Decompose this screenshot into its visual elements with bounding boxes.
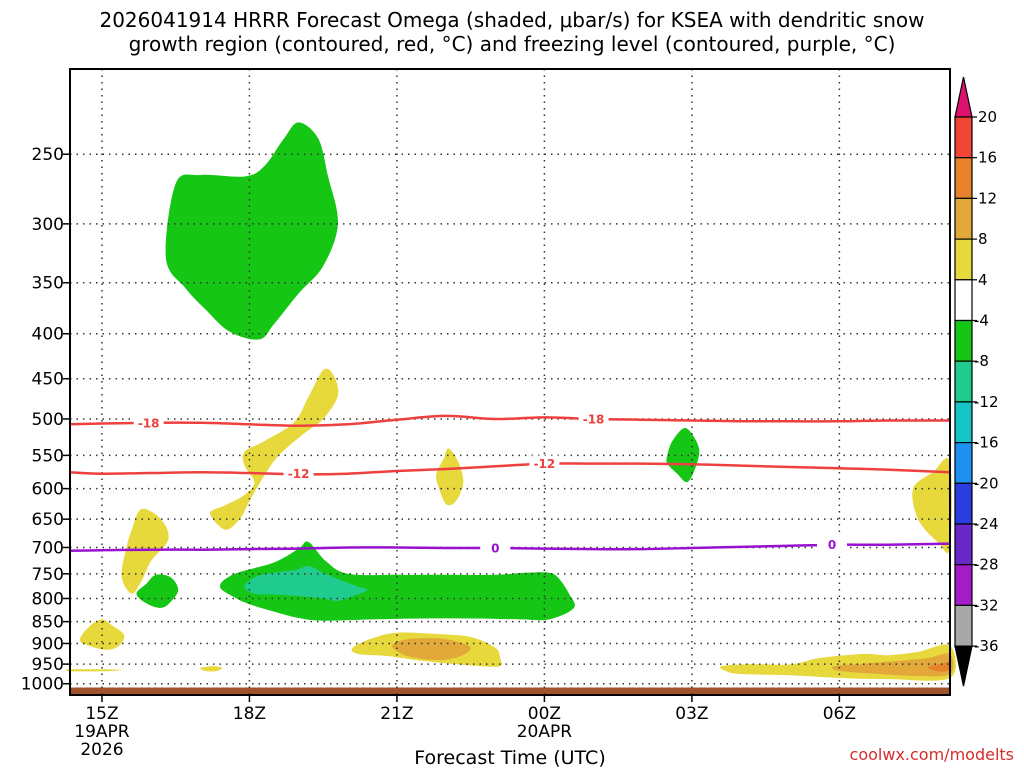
y-tick-label-250: 250: [32, 145, 64, 165]
omega-region-4: [136, 574, 179, 608]
colorbar-label-8: -16: [974, 434, 999, 452]
chart-title-line2: growth region (contoured, red, °C) and f…: [129, 32, 896, 56]
colorbar-label-0: 20: [978, 108, 997, 126]
omega-region-15: [927, 661, 952, 672]
omega-region-8: [436, 448, 464, 506]
colorbar-bin-13: [954, 604, 973, 647]
colorbar-label-10: -24: [974, 515, 999, 533]
colorbar-arrow-top: [954, 76, 973, 118]
colorbar-bin-3: [954, 197, 973, 240]
contour-label-freezing-level-1: 0: [491, 542, 499, 556]
x-tick-label-15Z: 15Z: [85, 704, 118, 724]
colorbar-label-6: -8: [974, 352, 989, 370]
colorbar-bin-2: [954, 157, 973, 199]
colorbar-bin-7: [954, 360, 973, 403]
omega-region-5: [666, 427, 700, 483]
x-tick-label-03Z: 03Z: [675, 704, 708, 724]
colorbar-bin-1: [954, 116, 973, 159]
y-tick-label-1000: 1000: [21, 675, 64, 695]
colorbar-bin-9: [954, 442, 973, 484]
y-tick-label-850: 850: [32, 613, 64, 633]
omega-region-1: [165, 122, 338, 340]
y-tick-label-300: 300: [32, 215, 64, 235]
contour-label-bg-dgz-minus12-1: [283, 465, 314, 482]
y-tick-label-350: 350: [32, 274, 64, 294]
colorbar-bin-5: [954, 279, 973, 322]
colorbar-label-13: -36: [974, 637, 999, 655]
omega-region-16: [66, 669, 122, 672]
contour-label-bg-dgz-minus18-1: [133, 414, 164, 431]
y-tick-label-550: 550: [32, 446, 64, 466]
colorbar-label-3: 8: [978, 230, 988, 248]
colorbar-label-9: -20: [974, 474, 999, 492]
omega-region-11: [391, 638, 471, 661]
y-axis-ticks: 2503003504004505005506006507007508008509…: [21, 145, 70, 695]
colorbar-label-5: -4: [974, 312, 989, 330]
contour-label-dgz-minus18-2: -18: [583, 412, 605, 426]
omega-region-12: [912, 457, 952, 554]
colorbar-bin-4: [954, 238, 973, 281]
contour-dgz-minus12: [69, 462, 951, 476]
omega-region-14: [831, 653, 954, 677]
y-tick-label-500: 500: [32, 410, 64, 430]
y-tick-label-700: 700: [32, 538, 64, 558]
omega-region-6: [210, 368, 339, 530]
y-tick-label-400: 400: [32, 325, 64, 345]
grid-lines: [70, 69, 950, 695]
colorbar-label-12: -32: [974, 596, 999, 614]
y-tick-label-450: 450: [32, 370, 64, 390]
x-tick-label-18Z: 18Z: [233, 704, 266, 724]
plot-frame: [69, 68, 951, 696]
y-tick-label-600: 600: [32, 480, 64, 500]
ground-fill: [70, 687, 950, 695]
plot-area: -18 -18 -12 -12 0 0: [66, 68, 956, 696]
omega-region-7: [121, 508, 169, 594]
x-tick-date-00Z: 20APR: [517, 722, 573, 742]
colorbar-label-4: 4: [978, 271, 988, 289]
chart-title-line1: 2026041914 HRRR Forecast Omega (shaded, …: [99, 8, 924, 32]
y-tick-label-650: 650: [32, 510, 64, 530]
colorbar-bin-12: [954, 564, 973, 607]
omega-region-2: [219, 541, 575, 621]
ground-layer: [70, 687, 950, 695]
x-tick-label-00Z: 00Z: [528, 704, 561, 724]
colorbar-bin-11: [954, 523, 973, 566]
omega-region-17: [200, 666, 223, 672]
omega-region-3: [244, 566, 368, 601]
y-tick-label-750: 750: [32, 565, 64, 585]
x-tick-date-15Z: 19APR: [74, 722, 130, 742]
x-axis-label: Forecast Time (UTC): [414, 747, 605, 768]
contour-label-bg-dgz-minus12-2: [529, 455, 560, 472]
colorbar-label-7: -12: [974, 393, 999, 411]
omega-shaded-regions: [66, 122, 956, 681]
contour-label-dgz-minus12-2: -12: [534, 457, 556, 471]
x-tick-label-21Z: 21Z: [380, 704, 413, 724]
contour-label-bg-freezing-level-2: [817, 536, 848, 553]
x-tick-year-15Z: 2026: [80, 740, 123, 760]
colorbar-label-2: 12: [978, 189, 997, 207]
contour-label-freezing-level-2: 0: [828, 538, 836, 552]
y-tick-label-900: 900: [32, 634, 64, 654]
contour-label-bg-dgz-minus18-2: [578, 410, 609, 427]
colorbar-bin-6: [954, 319, 973, 362]
contour-dgz-minus18: [69, 414, 951, 428]
contour-label-dgz-minus18-1: -18: [138, 416, 160, 430]
y-tick-label-800: 800: [32, 589, 64, 609]
colorbar: 20 16 12 8 4 -4 -8 -12 -16 -20 -24 -28 -32 -36: [954, 76, 999, 687]
colorbar-label-1: 16: [978, 149, 997, 167]
colorbar-arrow-bottom: [954, 645, 973, 687]
colorbar-bin-8: [954, 401, 973, 444]
contour-label-dgz-minus12-1: -12: [288, 467, 310, 481]
contour-lines: -18 -18 -12 -12 0 0: [69, 410, 951, 557]
x-tick-label-06Z: 06Z: [823, 704, 856, 724]
contour-label-bg-freezing-level-1: [480, 540, 511, 557]
colorbar-bin-10: [954, 482, 973, 525]
y-tick-label-950: 950: [32, 655, 64, 675]
credit-text: coolwx.com/modelts: [850, 745, 1014, 764]
colorbar-label-11: -28: [974, 556, 999, 574]
